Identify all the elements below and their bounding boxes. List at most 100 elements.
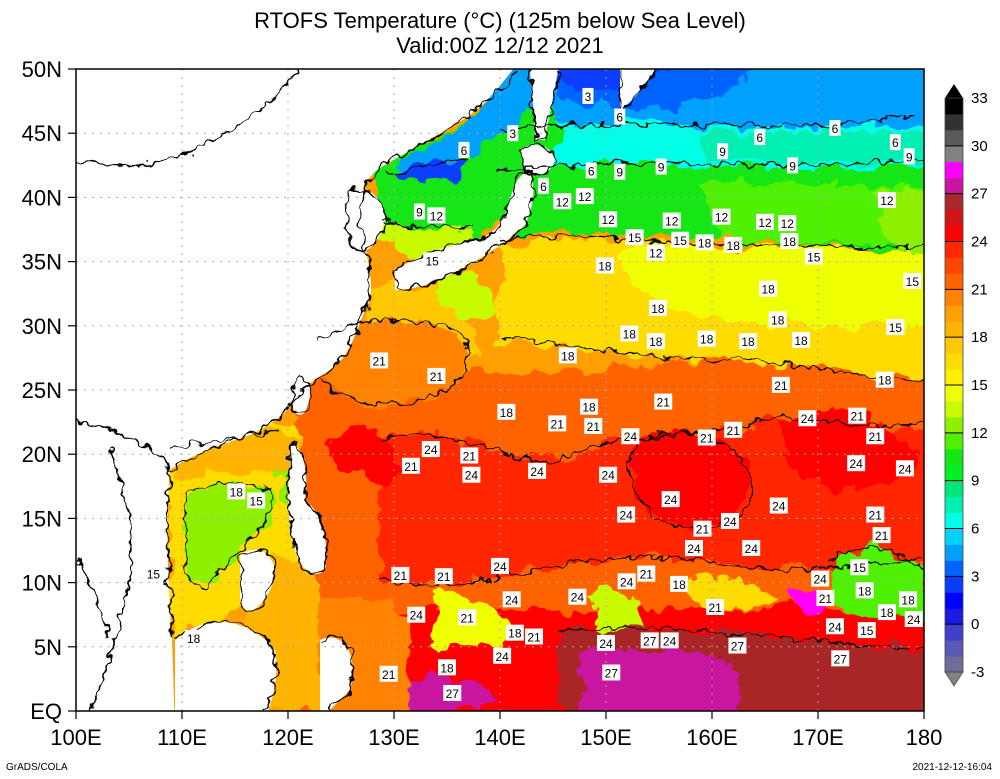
contour-label: 18 bbox=[227, 483, 246, 500]
contour-label: 15 bbox=[903, 272, 922, 289]
contour-label: 24 bbox=[421, 441, 440, 458]
contour-label-bg bbox=[423, 252, 442, 269]
contour-label-text: 15 bbox=[853, 561, 867, 575]
contour-label-text: 18 bbox=[649, 335, 663, 349]
contour-label: 18 bbox=[184, 629, 203, 646]
title-line-1: RTOFS Temperature (°C) (125m below Sea L… bbox=[254, 8, 746, 33]
x-tick-label: 110E bbox=[157, 725, 207, 750]
contour-label-bg bbox=[654, 393, 673, 410]
y-tick-label: 10N bbox=[22, 571, 62, 596]
contour-label-bg bbox=[585, 162, 597, 179]
x-tick-label: 150E bbox=[580, 725, 631, 750]
colorbar-label: 33 bbox=[971, 90, 988, 107]
contour-label-bg bbox=[597, 634, 615, 651]
colorbar-label: 6 bbox=[971, 521, 979, 538]
colorbar-segment bbox=[945, 608, 963, 625]
contour-label-bg bbox=[904, 610, 923, 627]
contour-label-bg bbox=[697, 330, 716, 347]
contour-label-bg bbox=[548, 415, 567, 432]
contour-label-bg bbox=[413, 203, 425, 220]
colorbar-max-arrow bbox=[945, 84, 963, 98]
contour-label-bg bbox=[247, 492, 266, 509]
contour-label-text: 18 bbox=[794, 334, 808, 348]
contour-label: 21 bbox=[771, 376, 790, 393]
contour-label-bg bbox=[706, 598, 725, 615]
contour-label-bg bbox=[427, 367, 446, 384]
contour-label-bg bbox=[671, 231, 690, 248]
contour-label-text: 12 bbox=[880, 194, 894, 208]
contour-label-bg bbox=[875, 371, 894, 388]
contour-label-bg bbox=[528, 462, 547, 479]
colorbar-segment bbox=[945, 305, 963, 322]
contour-label-bg bbox=[787, 157, 799, 174]
contour-label: 6 bbox=[754, 129, 766, 146]
contour-label-text: 9 bbox=[906, 150, 913, 164]
contour-label: 21 bbox=[848, 407, 867, 424]
contour-label: 21 bbox=[693, 520, 712, 537]
contour-label-text: 18 bbox=[672, 578, 686, 592]
contour-label-text: 15 bbox=[889, 321, 903, 335]
contour-label-bg bbox=[850, 559, 869, 576]
colorbar-segment bbox=[945, 353, 963, 370]
contour-label-text: 12 bbox=[601, 213, 615, 227]
colorbar-segment bbox=[945, 576, 963, 593]
contour-label: 27 bbox=[831, 650, 850, 667]
contour-label: 21 bbox=[391, 566, 410, 583]
contour-label-bg bbox=[537, 177, 549, 194]
contour-label-bg bbox=[724, 236, 743, 253]
contour-label-bg bbox=[778, 215, 797, 232]
colorbar-segment bbox=[945, 640, 963, 657]
x-axis: 100E 110E 120E 130E 140E 150E 160E 170E 180 bbox=[50, 711, 942, 750]
contour-label-text: 24 bbox=[493, 560, 507, 574]
contour-label: 18 bbox=[899, 591, 918, 608]
contour-label-bg bbox=[895, 460, 914, 477]
colorbar-segment bbox=[945, 432, 963, 450]
contour-label: 6 bbox=[614, 108, 626, 125]
contour-label: 6 bbox=[585, 162, 597, 179]
contour-label-bg bbox=[602, 664, 621, 681]
colorbar-segment bbox=[945, 369, 963, 386]
contour-label: 24 bbox=[597, 634, 615, 651]
contour-label-bg bbox=[491, 557, 509, 574]
contour-label-text: 21 bbox=[372, 354, 386, 368]
colorbar-segment bbox=[945, 592, 963, 609]
contour-label: 18 bbox=[558, 347, 577, 364]
colorbar-label: 24 bbox=[971, 234, 988, 251]
colorbar-segment bbox=[945, 480, 963, 498]
contour-label: 6 bbox=[537, 177, 549, 194]
contour-label: 24 bbox=[660, 632, 679, 649]
contour-label: 9 bbox=[655, 158, 667, 175]
contour-label-text: 24 bbox=[813, 573, 827, 587]
colorbar-segment bbox=[945, 98, 963, 115]
contour-label-bg bbox=[754, 129, 766, 146]
contour-label: 27 bbox=[640, 632, 659, 649]
contour-label-bg bbox=[798, 410, 817, 427]
contour-label-bg bbox=[728, 637, 747, 654]
contour-label-text: 18 bbox=[582, 401, 596, 415]
contour-label-bg bbox=[434, 568, 453, 585]
contour-label-text: 21 bbox=[460, 611, 474, 625]
contour-label: 27 bbox=[602, 664, 621, 681]
y-tick-label: 5N bbox=[34, 635, 62, 660]
contour-label-bg bbox=[421, 441, 440, 458]
contour-label: 21 bbox=[866, 428, 885, 445]
contour-label-bg bbox=[438, 659, 456, 676]
contour-label-bg bbox=[617, 506, 636, 523]
x-tick-label: 170E bbox=[792, 725, 843, 750]
contour-label: 24 bbox=[407, 606, 426, 623]
contour-label-text: 18 bbox=[783, 235, 797, 249]
contour-label: 12 bbox=[599, 211, 618, 228]
contour-label: 6 bbox=[889, 134, 901, 151]
contour-label-text: 12 bbox=[665, 215, 679, 229]
contour-label-bg bbox=[462, 466, 481, 483]
contour-label-text: 24 bbox=[410, 609, 424, 623]
contour-label-text: 21 bbox=[696, 523, 710, 537]
contour-label-text: 21 bbox=[463, 449, 477, 463]
contour-label-text: 24 bbox=[620, 575, 634, 589]
contour-label-bg bbox=[637, 565, 656, 582]
colorbar-min-arrow bbox=[944, 671, 964, 687]
colorbar-label: 18 bbox=[971, 329, 988, 346]
contour-label: 21 bbox=[872, 527, 891, 544]
